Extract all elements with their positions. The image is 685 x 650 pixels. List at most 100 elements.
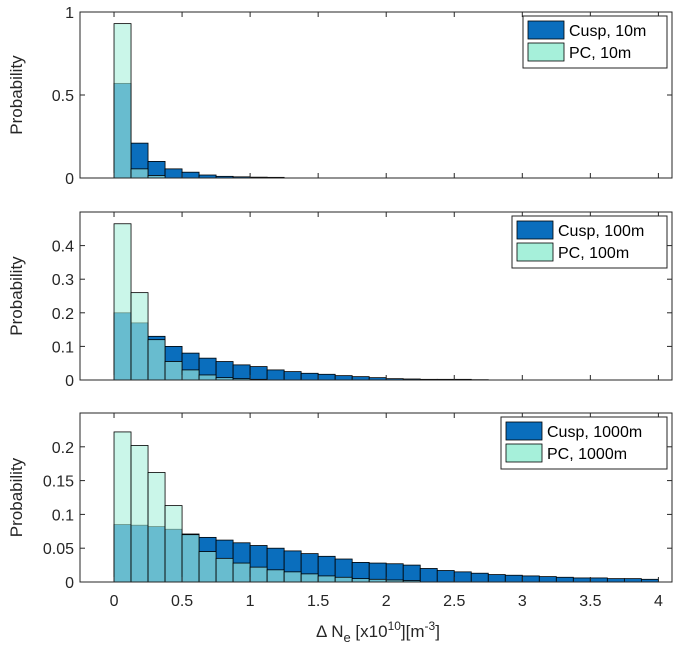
shared-x-axis-label: Δ Ne [x1010][m-3] [316, 619, 440, 645]
panel-1: 0 0.5 1 Probability Cusp, 10m PC, 10m [7, 5, 673, 188]
bar [623, 578, 642, 583]
bar [351, 578, 370, 583]
xlabel-main: Δ N [316, 622, 343, 641]
bar [164, 505, 183, 583]
bar [521, 575, 540, 583]
bar [232, 562, 251, 583]
x-tick-label: 1 [246, 593, 255, 610]
y-tick-label: 0.1 [52, 507, 74, 524]
y-tick-label: 0.3 [52, 272, 74, 289]
bar [147, 472, 166, 583]
bar [606, 578, 625, 583]
y-axis-label: Probability [7, 457, 26, 537]
bar [249, 366, 268, 381]
xlabel-subscript: e [343, 630, 350, 645]
y-tick-label: 0.5 [52, 88, 74, 105]
bar [300, 573, 319, 583]
bar [317, 575, 336, 583]
bar [504, 574, 523, 583]
legend-swatch-cusp [505, 421, 543, 441]
series-pc [113, 431, 421, 583]
legend-label: Cusp, 100m [558, 223, 644, 240]
y-tick-label: 0 [65, 373, 74, 390]
bar [113, 223, 132, 381]
bar [334, 576, 353, 583]
bar [181, 171, 200, 179]
x-tick-label: 3 [518, 593, 527, 610]
y-tick-label: 0.4 [52, 239, 74, 256]
xlabel-units: ][m [401, 622, 425, 641]
bar [453, 571, 472, 583]
bar [334, 375, 353, 381]
x-tick-label: 0.5 [171, 593, 193, 610]
bar [317, 373, 336, 381]
bar [215, 557, 234, 583]
y-tick-label: 0 [65, 575, 74, 592]
xlabel-superscript-2: -3 [425, 619, 436, 633]
legend-label: PC, 1000m [547, 446, 627, 463]
x-tick-label: 1.5 [307, 593, 329, 610]
y-tick-label: 0.15 [43, 474, 74, 491]
bar [402, 564, 421, 583]
bar [589, 577, 608, 583]
bar [113, 23, 132, 179]
xlabel-mid: [x10 [351, 622, 388, 641]
bar [266, 369, 285, 381]
y-tick-label: 0.05 [43, 541, 74, 558]
bar [351, 376, 370, 381]
legend-label: Cusp, 1000m [547, 424, 642, 441]
bar [215, 361, 234, 381]
bar [198, 374, 217, 381]
xlabel-superscript: 10 [388, 619, 402, 633]
y-axis-label: Probability [7, 256, 26, 336]
bar [538, 576, 557, 583]
y-axis-label: Probability [7, 55, 26, 135]
bar [266, 569, 285, 583]
bar [130, 168, 149, 179]
y-tick-label: 1 [65, 5, 74, 22]
legend: Cusp, 100m PC, 100m [511, 215, 668, 269]
bar [385, 563, 404, 583]
legend: Cusp, 1000m PC, 1000m [500, 416, 668, 470]
bar [130, 292, 149, 381]
bar [572, 577, 591, 583]
bar [113, 431, 132, 583]
legend-swatch-pc [527, 42, 565, 62]
bar [283, 571, 302, 583]
bar [181, 534, 200, 583]
bar [198, 551, 217, 583]
bar [555, 576, 574, 583]
y-tick-label: 0.2 [52, 306, 74, 323]
legend-label: Cusp, 10m [569, 23, 646, 40]
bar [147, 339, 166, 381]
legend-swatch-pc [505, 443, 543, 463]
bar [249, 566, 268, 583]
y-tick-label: 0 [65, 171, 74, 188]
bar [487, 574, 506, 583]
legend-swatch-pc [516, 242, 554, 262]
bar [181, 369, 200, 381]
bar [232, 364, 251, 381]
panel-2: 0 0.1 0.2 0.3 0.4 Probability Cusp, 100m PC, 10… [7, 211, 673, 390]
bar [130, 445, 149, 583]
xlabel-end: ] [435, 622, 440, 641]
x-tick-label: 4 [654, 593, 663, 610]
y-tick-label: 0.1 [52, 339, 74, 356]
axes-frame [79, 412, 673, 583]
y-tick-label: 0.2 [52, 440, 74, 457]
axes-frame [79, 211, 673, 381]
bar [419, 568, 438, 583]
x-tick-label: 2.5 [443, 593, 465, 610]
legend-swatch-cusp [516, 220, 554, 240]
legend-label: PC, 10m [569, 45, 631, 62]
x-tick-label: 2 [382, 593, 391, 610]
x-tick-label: 3.5 [579, 593, 601, 610]
legend-swatch-cusp [527, 20, 565, 40]
bar [300, 372, 319, 381]
x-tick-label: 0 [110, 593, 119, 610]
legend: Cusp, 10m PC, 10m [522, 15, 668, 69]
bar [164, 168, 183, 179]
panel-3: 0 0.5 1 1.5 2 2.5 3 3.5 4 0 0.05 0.1 0.15 0.2 Probabil… [7, 412, 673, 610]
bar [283, 371, 302, 381]
